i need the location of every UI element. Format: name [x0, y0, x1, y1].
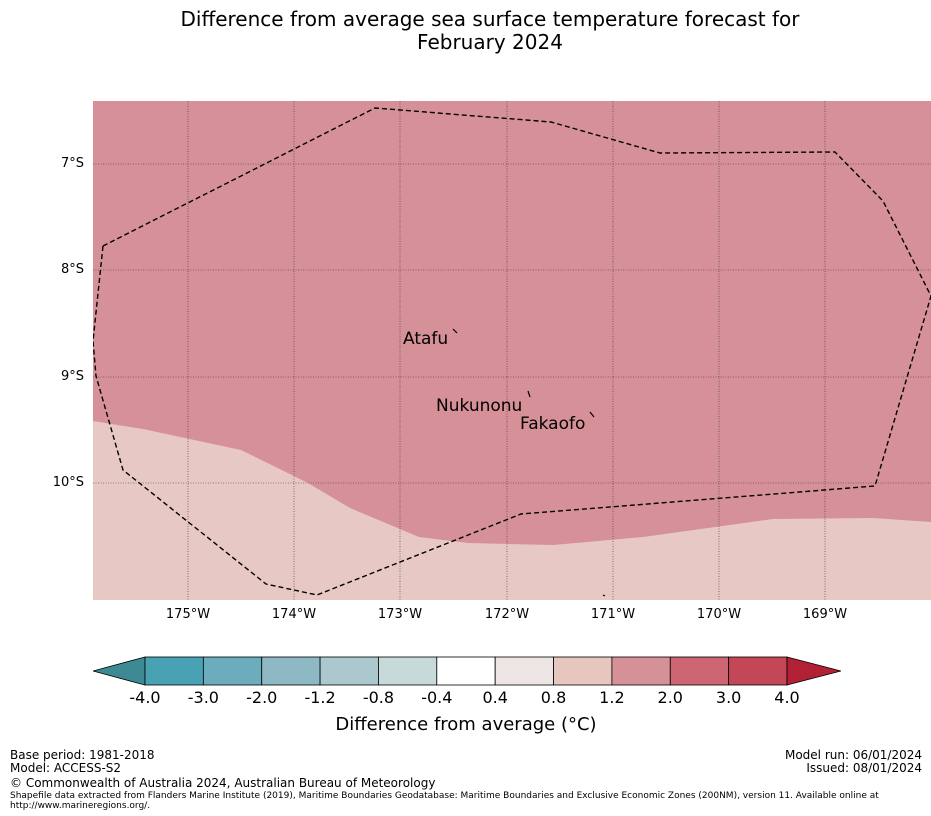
- title-line-2: February 2024: [417, 30, 563, 54]
- lon-label-171w: 171°W: [590, 607, 636, 622]
- map-panel: Atafu Nukunonu Fakaofo: [93, 101, 931, 600]
- colorbar-segment: [553, 656, 613, 686]
- colorbar-label: Difference from average (°C): [335, 714, 597, 735]
- model-text: Model: ACCESS-S2: [10, 761, 122, 775]
- nukunonu-atoll: [527, 390, 531, 398]
- shapefile-credit-line-2: http://www.marineregions.org/.: [10, 801, 151, 811]
- copyright-text: © Commonwealth of Australia 2024, Austra…: [10, 776, 436, 790]
- lon-label-174w: 174°W: [271, 607, 317, 622]
- lat-label-7s: 7°S: [60, 156, 84, 171]
- colorbar-segment: [144, 656, 204, 686]
- lon-label-175w: 175°W: [165, 607, 211, 622]
- lon-label-172w: 172°W: [484, 607, 530, 622]
- colorbar-tick-label: -2.0: [246, 688, 278, 707]
- place-label-atafu: Atafu: [403, 329, 448, 349]
- colorbar-segment: [494, 656, 554, 686]
- graticule: [93, 101, 931, 600]
- colorbar-extend-low: [91, 656, 146, 686]
- title-line-1: Difference from average sea surface temp…: [180, 7, 800, 31]
- colorbar-tick-label: -0.8: [362, 688, 395, 707]
- lon-label-173w: 173°W: [377, 607, 423, 622]
- place-label-fakaofo: Fakaofo: [520, 414, 585, 434]
- colorbar-tick-label: 4.0: [774, 688, 800, 707]
- colorbar-tick-label: -3.0: [187, 688, 219, 707]
- lon-label-170w: 170°W: [696, 607, 742, 622]
- colorbar-svg: [91, 656, 843, 686]
- footer-left: Base period: 1981-2018 Model: ACCESS-S2: [10, 749, 155, 775]
- colorbar-tick-label: 0.4: [482, 688, 508, 707]
- colorbar-tick-label: 3.0: [715, 688, 742, 707]
- small-island-marker: [602, 594, 606, 597]
- colorbar-tick-label: 0.8: [540, 688, 567, 707]
- colorbar-tick-label: -0.4: [421, 688, 453, 707]
- atoll-markers: [452, 328, 606, 597]
- fakaofo-atoll: [589, 411, 595, 418]
- issued-text: Issued: 08/01/2024: [806, 761, 922, 775]
- colorbar-segment: [436, 656, 496, 686]
- lon-label-169w: 169°W: [802, 607, 848, 622]
- colorbar-segment: [202, 656, 263, 686]
- chart-title: Difference from average sea surface temp…: [0, 8, 931, 54]
- colorbar-segment: [611, 656, 671, 686]
- lat-label-9s: 9°S: [60, 369, 84, 384]
- atafu-atoll: [452, 328, 458, 334]
- colorbar-tick-label: 1.2: [599, 688, 625, 707]
- map-svg: Atafu Nukunonu Fakaofo: [93, 101, 931, 600]
- colorbar-segment: [378, 656, 438, 686]
- colorbar-tick-label: 2.0: [657, 688, 683, 707]
- colorbar-segment: [669, 656, 730, 686]
- lat-label-10s: 10°S: [52, 475, 84, 490]
- eez-boundary: [93, 107, 931, 596]
- shapefile-credit-line-1: Shapefile data extracted from Flanders M…: [10, 791, 879, 801]
- colorbar-tick-label: -4.0: [129, 688, 161, 707]
- colorbar: [91, 656, 843, 692]
- colorbar-segments: [91, 656, 843, 686]
- colorbar-segment: [319, 656, 379, 686]
- mild-anomaly-region: [93, 421, 931, 600]
- colorbar-tick-label: -1.2: [304, 688, 336, 707]
- base-period-text: Base period: 1981-2018: [10, 748, 155, 762]
- shapefile-credit: Shapefile data extracted from Flanders M…: [10, 791, 920, 811]
- model-run-text: Model run: 06/01/2024: [784, 748, 922, 762]
- colorbar-extend-high: [786, 656, 843, 686]
- lat-label-8s: 8°S: [60, 262, 84, 277]
- colorbar-segment: [261, 656, 321, 686]
- place-label-nukunonu: Nukunonu: [436, 396, 522, 416]
- colorbar-segment: [728, 656, 788, 686]
- footer-right: Model run: 06/01/2024 Issued: 08/01/2024: [785, 749, 922, 775]
